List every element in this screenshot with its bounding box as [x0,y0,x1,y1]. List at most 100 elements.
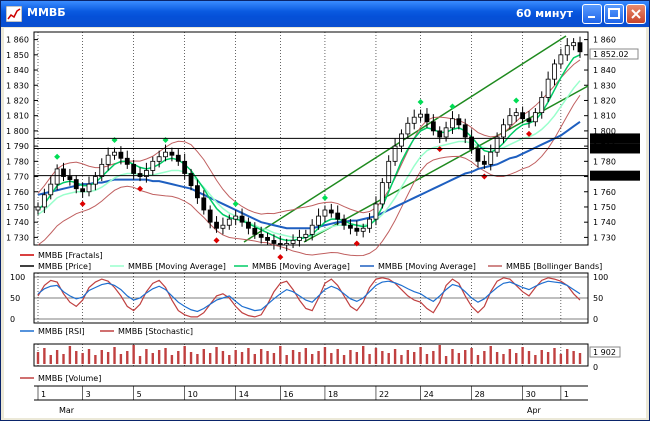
volume-bar [330,353,333,364]
fractal-down [277,254,284,261]
date-label: 14 [239,390,249,399]
volume-bar [425,354,429,364]
price-tick-left: 1 750 [6,203,29,212]
fractal-up [321,194,328,201]
date-axis: 1 3 5 10 14 16 18 22 24 28 30 1 [37,386,569,400]
date-label: 22 [379,390,389,399]
candle-body [430,121,436,132]
candle-body [405,122,411,135]
candle-body [475,148,481,162]
fractal-up [232,200,239,207]
volume-bar [489,346,492,364]
candle-body [124,157,130,165]
price-tick-left: 1 800 [6,127,29,136]
volume-bar [285,355,288,364]
candle-body [226,218,232,226]
candle-body [220,224,226,229]
volume-bar [566,349,569,364]
osc-tick-left: 50 [10,294,20,303]
price-axis-left: 1 860 1 850 1 840 1 830 1 820 1 810 1 800 1 790… [6,36,29,243]
candle-body [131,163,137,174]
candle-body [214,221,219,229]
volume-bar [234,350,237,364]
volume-bar [451,349,454,364]
price-tick-right: 1 740 [593,218,616,227]
candle-body [539,97,545,114]
moving-average-long [37,120,581,230]
fractal-up [111,137,118,144]
volume-bar [183,346,186,364]
volume-bar [36,352,40,364]
close-button[interactable] [626,4,646,24]
volume-bar [381,351,384,364]
volume-bar [527,351,531,364]
volume-bar [75,351,78,364]
candle-body [195,185,200,199]
volume-bar [400,355,403,364]
minimize-button[interactable] [582,4,602,24]
candle-body [526,118,532,123]
volume-bar [310,354,314,364]
price-level-tag [590,143,640,154]
candle-body [105,154,111,165]
candle-body [418,113,423,118]
title-bar[interactable]: ММВБ 60 минут [1,1,649,27]
candle-body [67,176,73,180]
candle-body [520,112,526,120]
fractal-down [525,130,532,137]
legend-ma-2: ММВБ [Moving Average] [252,262,350,271]
candle-body [112,151,117,156]
osc-tick-right: 50 [593,294,603,303]
candle-body [265,236,270,241]
candle-body [424,113,430,123]
candle-body [277,243,283,246]
candles [35,36,583,252]
legend-fractals: ММВБ [Fractals] [38,251,103,260]
candle-body [271,240,277,244]
price-chart-svg: 1 860 1 850 1 840 1 830 1 820 1 810 1 800 1 790… [6,31,640,415]
candle-body [118,151,124,159]
candle-body [188,173,194,187]
volume-bar [62,354,65,364]
volume-bar [298,352,301,364]
candle-body [239,215,245,223]
volume-bar [349,350,352,364]
candle-body [348,224,353,229]
bollinger-lower [37,94,581,257]
fractal-markers [54,97,532,261]
candle-body [571,42,577,47]
volume-bar [138,356,142,364]
volume-bar [208,353,212,364]
candle-body [284,243,290,246]
candle-body [309,224,315,235]
candle-body [558,54,564,65]
last-volume-value: 1 902 [593,348,616,357]
volume-bar [291,350,295,364]
last-price-tag [589,48,639,60]
volume-bar [495,352,499,364]
price-tick-left: 1 790 [6,142,29,151]
horizontal-gridlines [34,39,588,238]
candle-body [335,212,341,220]
timeframe-label[interactable]: 60 минут [516,7,573,20]
volume-bar [572,351,575,364]
oscillator-series [34,276,588,320]
chart-app-icon [6,6,22,22]
volume-bar [304,348,308,364]
volume-bar [43,348,46,364]
channel-upper-line[interactable] [243,35,567,243]
volume-bar [202,349,205,364]
volume-bar [362,346,365,364]
candle-body [175,154,181,162]
volume-bars [36,345,582,364]
volume-bar [355,352,359,364]
maximize-button[interactable] [604,4,624,24]
volume-bar [215,347,218,364]
volume-bar [259,349,263,364]
fractal-up [449,103,456,110]
legend-price: ММВБ [Price] [38,262,91,271]
candle-body [443,127,449,138]
candle-body [481,160,487,165]
fractal-down [137,185,144,192]
last-volume-tag [589,346,621,358]
